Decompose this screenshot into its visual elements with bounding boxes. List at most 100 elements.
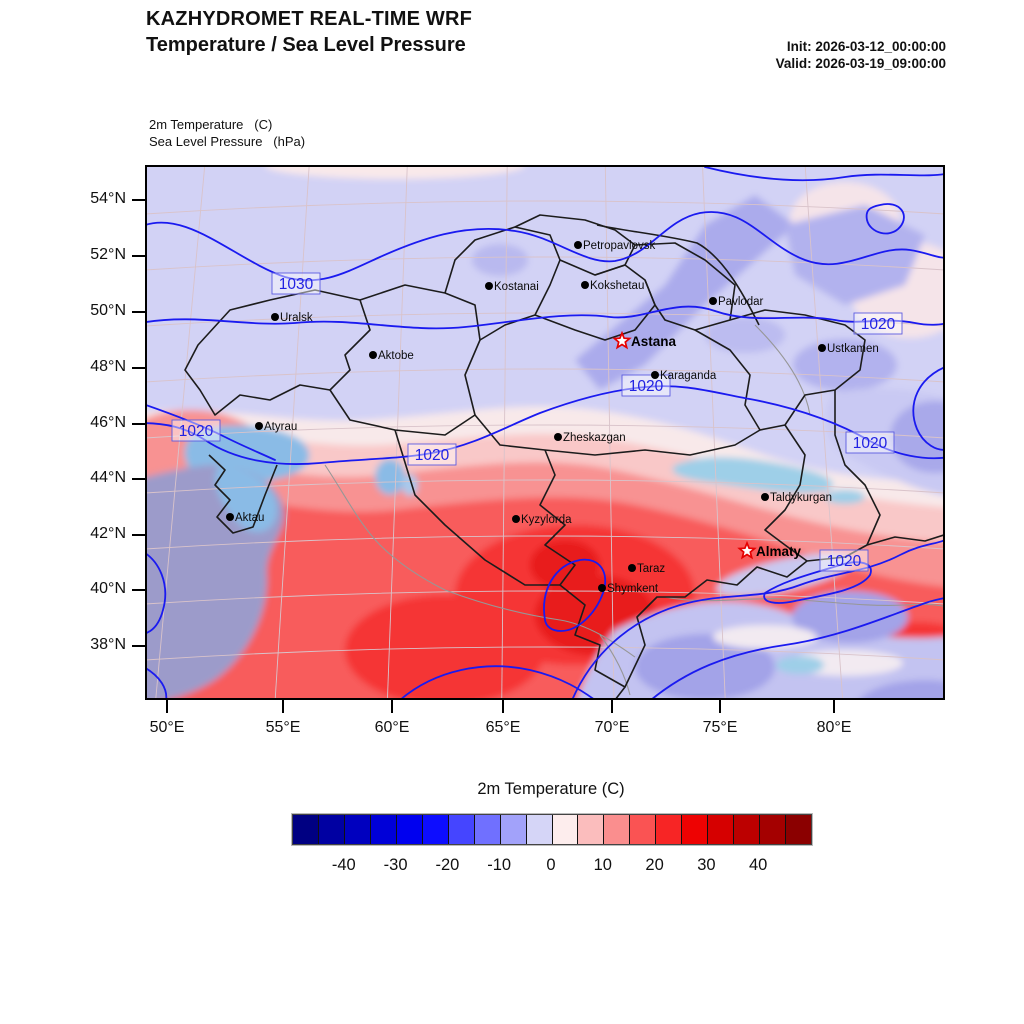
graticule-meridian [702,165,726,700]
city-label: Taldykurgan [770,492,832,504]
city-label: Zheskazgan [563,432,626,444]
city-dot-icon [709,297,717,305]
city-kostanai: Kostanai [485,281,539,293]
city-dot-icon [651,371,659,379]
colorbar-tick-label: -40 [331,856,356,874]
lat-tick-label: 38°N [90,636,126,653]
city-kyzylorda: Kyzylorda [512,514,572,526]
graticule-parallel [145,424,945,439]
init-time: Init: 2026-03-12_00:00:00 [786,39,946,54]
map-area: 1030 1020 1020 1020 1020 1020 1020 Petropavlov… [145,165,945,700]
colorbar-cell [526,815,553,844]
colorbar-cell [318,815,345,844]
colorbar-tick-label: -30 [383,856,408,874]
svg-text:1020: 1020 [415,447,450,464]
city-label: Pavlodar [718,296,764,308]
colorbar-cell [708,815,735,844]
pressure-label: 1030 [271,272,321,295]
lon-tick-mark [719,700,721,713]
lat-tick-label: 44°N [90,469,126,486]
city-markers: Petropavlovsk Kostanai Kokshetau Pavlodar Ur… [226,240,879,595]
lon-tick-mark [611,700,613,713]
lon-tick-label: 55°E [265,719,301,736]
city-dot-icon [485,282,493,290]
lat-tick-mark [132,645,145,647]
graticule-meridian [804,165,844,700]
lat-tick-label: 52°N [90,246,126,263]
city-label: Petropavlovsk [583,240,655,252]
city-uralsk: Uralsk [271,312,313,324]
lon-tick-label: 65°E [485,719,521,736]
city-taldykurgan: Taldykurgan [761,492,832,504]
colorbar-cell [293,815,319,844]
city-label: Uralsk [280,312,313,324]
graticule-meridian [386,165,408,700]
svg-text:1030: 1030 [279,276,314,293]
city-petropavlovsk: Petropavlovsk [574,240,655,252]
lat-tick-label: 46°N [90,414,126,431]
colorbar-cell [500,815,527,844]
colorbar-cell [422,815,449,844]
city-almaty: Almaty [737,540,802,560]
lat-tick-mark [132,589,145,591]
lon-tick-label: 70°E [594,719,630,736]
lon-tick-label: 60°E [374,719,410,736]
capital-star-icon [612,330,632,350]
foreign-borders [324,324,945,696]
city-pavlodar: Pavlodar [709,296,764,308]
graticule-parallel [145,479,945,494]
colorbar-cell [682,815,709,844]
city-label: Karaganda [660,370,717,382]
graticule-parallel [145,368,945,383]
lat-tick-mark [132,311,145,313]
lat-tick-label: 48°N [90,358,126,375]
city-dot-icon [369,351,377,359]
lat-tick-mark [132,423,145,425]
lat-tick-mark [132,255,145,257]
pressure-label: 1020 [853,312,903,335]
city-dot-icon [554,433,562,441]
colorbar-cell [630,815,657,844]
city-label: Aktobe [378,350,414,362]
city-label: Ustkamen [827,343,879,355]
colorbar-tick-label: 0 [546,856,556,874]
pressure-label: 1020 [845,431,895,454]
region-borders [184,214,945,700]
city-label: Atyrau [264,421,297,433]
map-frame [145,165,945,700]
lat-tick-mark [132,478,145,480]
svg-text:1020: 1020 [827,553,862,570]
city-taraz: Taraz [628,563,665,575]
graticule-meridian [274,165,310,700]
colorbar-cell [344,815,371,844]
city-zheskazgan: Zheskazgan [554,432,626,444]
city-dot-icon [818,344,826,352]
colorbar-cell [370,815,397,844]
colorbar-tick-label: 30 [697,856,716,874]
colorbar-cell [578,815,605,844]
pressure-contours [145,166,945,700]
lon-tick-label: 75°E [702,719,738,736]
colorbar-cell [734,815,761,844]
city-label: Kostanai [494,281,539,293]
valid-time: Valid: 2026-03-19_09:00:00 [775,56,946,71]
city-dot-icon [761,493,769,501]
city-label: Kyzylorda [521,514,572,526]
lat-tick-label: 40°N [90,580,126,597]
city-ustkamen: Ustkamen [818,343,879,355]
lat-tick-label: 42°N [90,525,126,542]
city-dot-icon [271,313,279,321]
colorbar-tick-label: 10 [593,856,612,874]
page-subtitle: Temperature / Sea Level Pressure [146,34,466,56]
lon-tick-label: 80°E [816,719,852,736]
city-dot-icon [512,515,520,523]
colorbar-cell [786,815,812,844]
city-kokshetau: Kokshetau [581,280,644,292]
city-label: Kokshetau [590,280,644,292]
city-aktobe: Aktobe [369,350,414,362]
pressure-label: 1020 [171,419,221,442]
colorbar-tick-label: 20 [645,856,664,874]
pressure-labels: 1030 1020 1020 1020 1020 1020 1020 [171,272,903,572]
colorbar-cell [604,815,631,844]
